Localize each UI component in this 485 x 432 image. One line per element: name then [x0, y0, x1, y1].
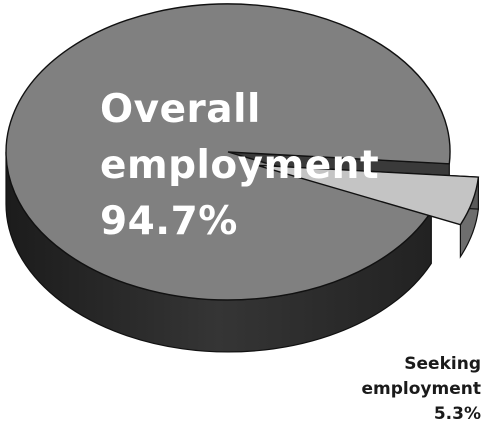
pie-slice-overall-employment [5, 3, 451, 301]
slice-label-line: Overall [100, 87, 261, 132]
slice-label-value: 5.3% [433, 404, 481, 424]
slice-label-line: employment [361, 379, 481, 399]
slice-label-overall-employment: Overall employment 94.7% [100, 82, 379, 250]
slice-label-value: 94.7% [100, 199, 238, 244]
pie-slice-seeking-employment [256, 164, 480, 226]
slice-label-line: employment [100, 143, 380, 188]
slice-label-seeking-employment: Seeking employment 5.3% [362, 352, 481, 427]
slice-label-line: Seeking [404, 354, 481, 374]
